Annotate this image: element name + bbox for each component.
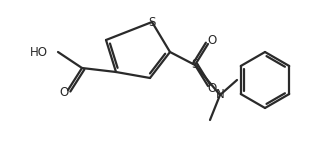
Text: S: S	[191, 58, 199, 72]
Text: S: S	[148, 15, 156, 28]
Text: HO: HO	[30, 45, 48, 58]
Text: O: O	[60, 86, 68, 99]
Text: O: O	[207, 83, 217, 96]
Text: N: N	[216, 89, 224, 102]
Text: O: O	[207, 34, 217, 47]
